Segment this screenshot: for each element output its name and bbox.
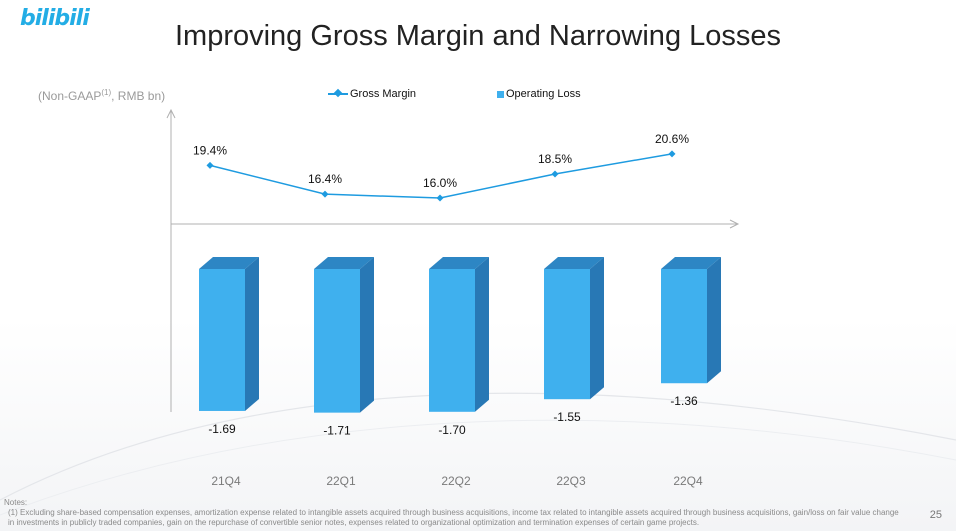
unit-label-suffix: , RMB bn) bbox=[111, 89, 166, 103]
bar-label-22Q2: -1.70 bbox=[438, 423, 466, 437]
notes-text: (1) Excluding share-based compensation e… bbox=[8, 508, 899, 527]
bar-top-21Q4 bbox=[199, 257, 259, 269]
gross-margin-point-22Q4 bbox=[668, 150, 676, 158]
notes-heading: Notes: bbox=[4, 498, 28, 507]
legend-bar-swatch bbox=[497, 90, 504, 98]
bar-22Q3 bbox=[544, 269, 590, 400]
legend-gross-margin-label: Gross Margin bbox=[350, 88, 417, 100]
gross-margin-point-21Q4 bbox=[206, 161, 214, 169]
bar-label-22Q3: -1.55 bbox=[553, 410, 581, 424]
gross-margin-label-22Q2: 16.0% bbox=[423, 176, 457, 190]
x-tick-label-21Q4: 21Q4 bbox=[211, 474, 241, 488]
bar-label-22Q1: -1.71 bbox=[323, 424, 351, 438]
gross-margin-point-22Q1 bbox=[321, 190, 329, 198]
notes: Notes: (1) Excluding share-based compens… bbox=[4, 498, 904, 528]
x-axis-arrow bbox=[729, 219, 740, 229]
legend-operating-loss: Operating Loss bbox=[497, 88, 581, 100]
legend-gross-margin: Gross Margin bbox=[328, 88, 416, 100]
bilibili-logo: bilibili bbox=[20, 6, 90, 31]
bar-side-22Q4 bbox=[707, 257, 721, 384]
bar-22Q2 bbox=[429, 269, 475, 412]
page-number: 25 bbox=[929, 509, 942, 521]
x-tick-label-22Q3: 22Q3 bbox=[556, 474, 586, 488]
gross-margin-label-22Q3: 18.5% bbox=[538, 152, 572, 166]
gross-margin-label-22Q1: 16.4% bbox=[308, 172, 342, 186]
gross-margin-point-22Q3 bbox=[551, 170, 559, 178]
x-tick-label-22Q4: 22Q4 bbox=[673, 474, 703, 488]
gross-margin-label-21Q4: 19.4% bbox=[193, 143, 227, 157]
unit-label-text: (Non-GAAP bbox=[38, 89, 102, 103]
bar-top-22Q2 bbox=[429, 257, 489, 269]
bar-top-22Q1 bbox=[314, 257, 374, 269]
legend-operating-loss-label: Operating Loss bbox=[506, 88, 581, 100]
bar-side-22Q3 bbox=[590, 257, 604, 400]
bar-top-22Q3 bbox=[544, 257, 604, 269]
bar-label-22Q4: -1.36 bbox=[670, 394, 698, 408]
bar-side-22Q2 bbox=[475, 257, 489, 412]
x-tick-label-22Q1: 22Q1 bbox=[326, 474, 356, 488]
bar-22Q4 bbox=[661, 269, 707, 384]
bar-label-21Q4: -1.69 bbox=[208, 422, 236, 436]
gross-margin-label-22Q4: 20.6% bbox=[655, 132, 689, 146]
bar-21Q4 bbox=[199, 269, 245, 411]
x-tick-label-22Q2: 22Q2 bbox=[441, 474, 471, 488]
bar-22Q1 bbox=[314, 269, 360, 413]
legend-line-swatch bbox=[328, 93, 348, 95]
bar-side-22Q1 bbox=[360, 257, 374, 413]
unit-footnote-marker: (1) bbox=[101, 88, 112, 97]
gross-margin-point-22Q2 bbox=[436, 194, 444, 202]
bar-top-22Q4 bbox=[661, 257, 721, 269]
page-title: Improving Gross Margin and Narrowing Los… bbox=[174, 20, 782, 52]
y-axis-arrow bbox=[166, 108, 176, 119]
unit-label: (Non-GAAP(1), RMB bn) bbox=[38, 88, 165, 103]
bar-side-21Q4 bbox=[245, 257, 259, 411]
